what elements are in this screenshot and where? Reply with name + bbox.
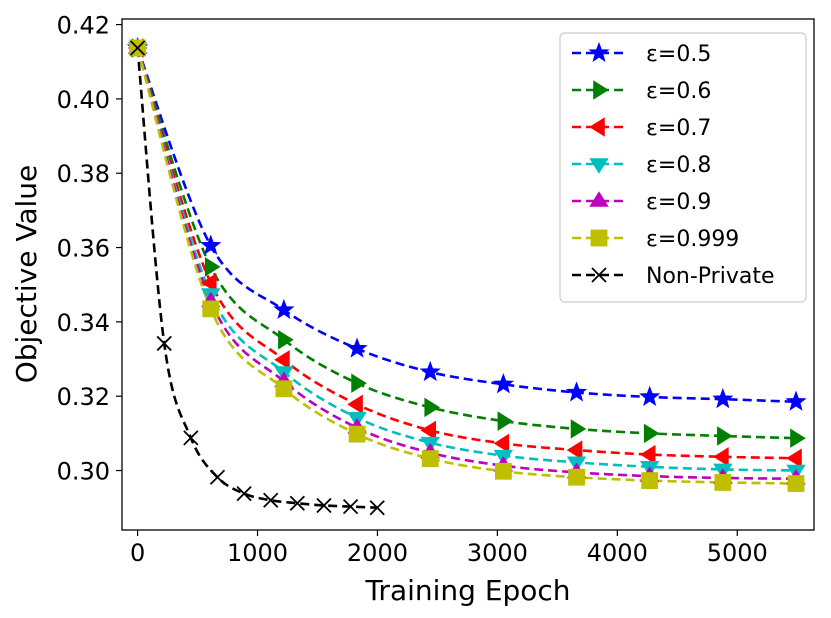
legend-marker — [591, 267, 607, 283]
legend-box — [559, 32, 807, 303]
series-layer — [126, 36, 807, 516]
series-2-point — [786, 448, 802, 468]
series-2-point — [347, 394, 363, 415]
series-5-point — [348, 425, 366, 443]
series-line-6 — [136, 47, 378, 509]
series-6-point — [156, 335, 172, 352]
x-tick-label: 1000 — [227, 539, 288, 567]
legend-label: ε=0.6 — [646, 79, 711, 104]
legend-label: ε=0.5 — [646, 42, 711, 67]
legend-label: ε=0.7 — [646, 116, 711, 141]
series-0-point — [200, 234, 222, 255]
series-6-point — [263, 492, 279, 508]
x-tick-label: 3000 — [467, 539, 528, 567]
series-2-point — [200, 273, 217, 293]
series-2-point — [639, 444, 656, 465]
legend-entry: Non-Private — [572, 264, 775, 289]
series-0-point — [273, 298, 295, 320]
series-2-point — [420, 420, 437, 441]
legend-marker — [589, 158, 609, 174]
series-6-point — [369, 500, 385, 516]
y-tick-label: 0.30 — [57, 458, 110, 486]
series-6-point — [183, 430, 199, 446]
series-1-point — [790, 428, 806, 448]
y-tick-label: 0.38 — [57, 160, 110, 188]
legend-entry: ε=0.5 — [572, 41, 711, 67]
series-1-point — [204, 257, 221, 277]
legend-label: ε=0.999 — [646, 227, 739, 252]
x-axis-title: Training Epoch — [364, 574, 570, 607]
series-1-point — [717, 426, 733, 446]
series-6-point — [129, 40, 146, 56]
series-6-point — [316, 497, 332, 514]
series-5-point — [714, 474, 732, 491]
legend-entry: ε=0.9 — [572, 190, 711, 215]
series-1-point — [643, 423, 660, 444]
series-1-point — [570, 419, 587, 439]
legend-entry: ε=0.8 — [572, 153, 711, 178]
legend-label: ε=0.8 — [646, 153, 711, 178]
series-0-point — [565, 381, 588, 402]
series-0-point — [492, 373, 514, 394]
series-2-point — [713, 447, 729, 467]
series-0-point — [639, 385, 661, 406]
series-6-point — [236, 485, 252, 502]
legend-label: ε=0.9 — [646, 190, 711, 215]
y-tick-label: 0.42 — [57, 12, 110, 40]
legend-entry: ε=0.999 — [572, 227, 739, 252]
series-0-point — [419, 360, 441, 382]
series-1-point — [351, 373, 367, 393]
legend-entry: ε=0.7 — [572, 116, 711, 141]
x-tick-label: 4000 — [587, 539, 648, 567]
series-0-point — [712, 388, 734, 409]
series-2-point — [566, 440, 583, 460]
x-tick-label: 2000 — [347, 539, 408, 567]
series-5-point — [787, 475, 805, 492]
legend-marker — [588, 41, 610, 63]
y-axis: 0.30 0.32 0.34 0.36 0.38 0.40 0.42 — [57, 12, 122, 486]
x-axis: 0 1000 2000 3000 4000 5000 — [130, 530, 768, 567]
series-5-point — [202, 300, 220, 318]
series-5-point — [421, 450, 439, 468]
y-tick-label: 0.34 — [57, 309, 110, 337]
series-5-point — [494, 462, 512, 480]
x-tick-label: 0 — [130, 539, 145, 567]
y-tick-label: 0.40 — [57, 86, 110, 114]
series-1-point — [278, 330, 294, 350]
y-tick-label: 0.36 — [57, 235, 110, 263]
series-5-point — [275, 380, 293, 398]
y-tick-label: 0.32 — [57, 383, 110, 411]
series-2-point — [274, 350, 290, 370]
series-1-point — [424, 397, 440, 418]
legend-entry: ε=0.6 — [572, 79, 711, 104]
legend-label: Non-Private — [646, 264, 775, 289]
legend-marker — [589, 191, 609, 207]
legend: ε=0.5 ε=0.6 ε=0.7 ε=0.8 ε=0.9 ε=0.999 Non-Priv… — [559, 32, 807, 303]
series-0-point — [785, 390, 807, 411]
series-6-point — [289, 495, 305, 511]
series-0-point — [346, 337, 368, 358]
series-5-point — [568, 468, 585, 486]
legend-marker — [593, 80, 609, 100]
series-6-point — [209, 469, 226, 485]
y-axis-title: Objective Value — [10, 165, 43, 384]
plot-frame — [121, 18, 815, 531]
x-tick-label: 5000 — [707, 539, 768, 567]
legend-marker — [589, 117, 605, 137]
series-1-point — [497, 411, 514, 431]
series-2-point — [493, 433, 510, 454]
series-5-point — [641, 472, 659, 489]
legend-marker — [590, 229, 608, 247]
series-6-point — [342, 498, 359, 515]
